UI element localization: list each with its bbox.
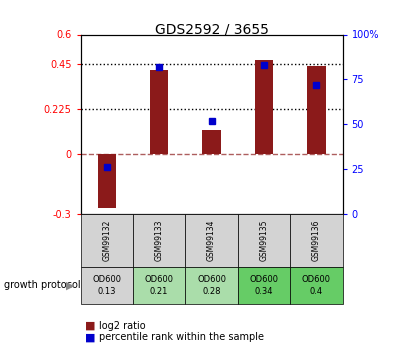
Text: GSM99136: GSM99136 xyxy=(312,220,321,262)
Bar xyxy=(255,60,273,154)
Text: OD600
0.28: OD600 0.28 xyxy=(197,275,226,296)
Text: OD600
0.34: OD600 0.34 xyxy=(249,275,278,296)
Text: OD600
0.4: OD600 0.4 xyxy=(302,275,331,296)
Text: GSM99132: GSM99132 xyxy=(102,220,111,261)
Bar xyxy=(150,70,168,154)
Text: percentile rank within the sample: percentile rank within the sample xyxy=(99,333,264,342)
Text: GSM99133: GSM99133 xyxy=(155,220,164,262)
Text: ■: ■ xyxy=(85,333,95,342)
Text: GDS2592 / 3655: GDS2592 / 3655 xyxy=(155,22,268,37)
Text: GSM99134: GSM99134 xyxy=(207,220,216,262)
Bar xyxy=(202,130,221,154)
Text: GSM99135: GSM99135 xyxy=(260,220,268,262)
Text: ■: ■ xyxy=(85,321,95,331)
Bar xyxy=(307,66,326,154)
Bar xyxy=(98,154,116,208)
Text: ▶: ▶ xyxy=(66,280,75,290)
Text: OD600
0.13: OD600 0.13 xyxy=(92,275,121,296)
Text: log2 ratio: log2 ratio xyxy=(99,321,145,331)
Text: OD600
0.21: OD600 0.21 xyxy=(145,275,174,296)
Text: growth protocol: growth protocol xyxy=(4,280,81,290)
